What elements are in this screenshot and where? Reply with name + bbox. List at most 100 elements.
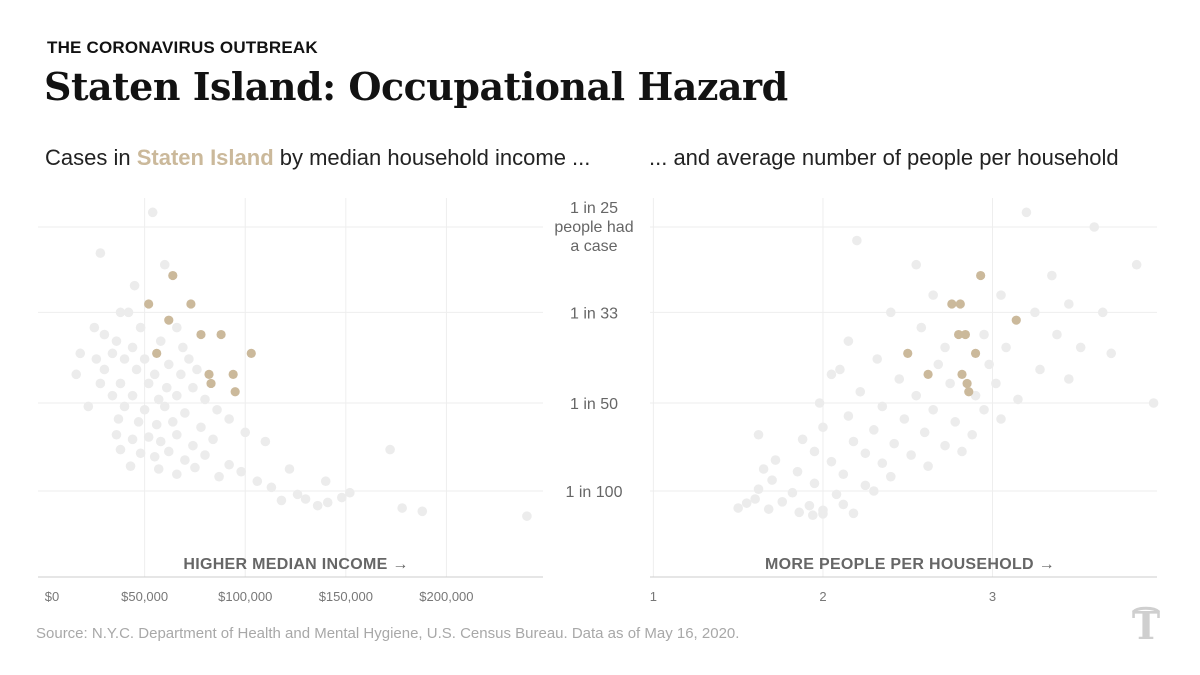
highlight-dot	[206, 378, 216, 389]
background-dot	[180, 408, 190, 418]
background-dot	[236, 466, 247, 477]
x-tick-label: $200,000	[419, 589, 473, 604]
nyt-logo-icon: T	[1132, 606, 1160, 646]
background-dot	[196, 422, 206, 433]
background-dot	[320, 476, 331, 487]
x-tick-label: 1	[650, 589, 657, 604]
subtitle-left-pre: Cases in	[45, 145, 137, 170]
background-dot	[200, 394, 210, 405]
background-dot	[188, 440, 198, 451]
background-dot	[838, 499, 849, 510]
background-dot	[337, 492, 347, 503]
background-dot	[224, 414, 234, 424]
background-dot	[826, 369, 837, 380]
highlight-dot	[960, 329, 970, 340]
background-dot	[843, 336, 854, 346]
background-dot	[894, 374, 905, 384]
highlight-dot	[1011, 315, 1021, 325]
background-dot	[984, 359, 994, 370]
background-dot	[133, 417, 144, 427]
background-dot	[957, 446, 967, 457]
background-dot	[1021, 207, 1032, 218]
background-dot	[885, 471, 896, 482]
background-dot	[149, 369, 160, 380]
highlight-dot	[903, 348, 913, 358]
background-dot	[208, 434, 218, 445]
background-dot	[149, 451, 160, 462]
highlight-dot	[144, 299, 154, 309]
background-dot	[889, 438, 899, 449]
highlight-dot	[152, 348, 162, 358]
background-dot	[95, 248, 106, 258]
background-dot	[522, 511, 532, 521]
background-dot	[123, 307, 134, 318]
background-dot	[180, 455, 190, 465]
background-dot	[770, 455, 781, 465]
background-dot	[99, 364, 110, 375]
background-dot	[1075, 342, 1086, 353]
background-dot	[794, 507, 805, 518]
highlight-dot	[947, 299, 957, 309]
background-dot	[1097, 307, 1108, 318]
background-dot	[127, 390, 138, 401]
background-dot	[163, 446, 174, 457]
background-dot	[814, 398, 825, 408]
background-dot	[1089, 222, 1100, 232]
highlight-dot	[164, 315, 174, 325]
y-tick-label-line: a case	[570, 238, 617, 255]
background-dot	[1047, 270, 1057, 281]
subtitle-right: ... and average number of people per hou…	[649, 145, 1119, 170]
background-dot	[119, 401, 130, 412]
background-dot	[767, 475, 777, 485]
y-tick-label: 1 in 100	[566, 484, 623, 501]
background-dot	[899, 414, 910, 424]
background-dot	[797, 434, 808, 445]
x-tick-label: $100,000	[218, 589, 272, 604]
background-dot	[911, 390, 922, 401]
background-dot	[176, 369, 186, 380]
highlight-dot	[923, 369, 933, 379]
background-dot	[872, 354, 883, 364]
x-tick-label: 3	[989, 589, 996, 604]
background-dot	[131, 364, 142, 375]
background-dot	[733, 503, 743, 513]
background-dot	[135, 448, 146, 459]
y-tick-label: 1 in 25 people had a case	[554, 200, 633, 255]
highlight-dot	[168, 270, 178, 281]
background-dot	[91, 354, 102, 364]
background-dot	[940, 440, 950, 451]
background-dot	[83, 401, 94, 412]
highlight-dot	[204, 369, 214, 379]
background-dot	[159, 259, 170, 270]
background-dot	[143, 432, 154, 442]
highlight-dot	[964, 387, 974, 397]
background-dot	[838, 469, 849, 480]
background-dot	[322, 497, 333, 508]
background-dot	[792, 466, 803, 477]
background-dot	[852, 235, 862, 246]
background-dot	[178, 342, 188, 353]
background-dot	[159, 401, 170, 412]
highlight-dot	[976, 270, 986, 281]
background-dot	[809, 446, 820, 457]
background-dot	[266, 482, 277, 493]
background-dot	[143, 378, 154, 389]
background-dot	[869, 486, 879, 496]
background-dot	[877, 458, 888, 469]
background-dot	[1030, 307, 1040, 318]
background-dot	[1064, 299, 1074, 309]
background-dot	[758, 464, 769, 474]
background-dot	[115, 307, 126, 318]
background-dot	[115, 444, 126, 455]
background-dot	[417, 506, 428, 517]
background-dot	[885, 307, 896, 318]
x-axis-title: HIGHER MEDIAN INCOME →	[183, 556, 408, 573]
background-dot	[172, 322, 182, 333]
highlight-dot	[954, 329, 964, 340]
background-dot	[1148, 398, 1159, 408]
subtitle-highlight: Staten Island	[136, 145, 274, 170]
background-dot	[212, 404, 222, 415]
background-dot	[906, 450, 916, 460]
background-dot	[950, 417, 961, 427]
kicker: THE CORONAVIRUS OUTBREAK	[47, 38, 318, 57]
